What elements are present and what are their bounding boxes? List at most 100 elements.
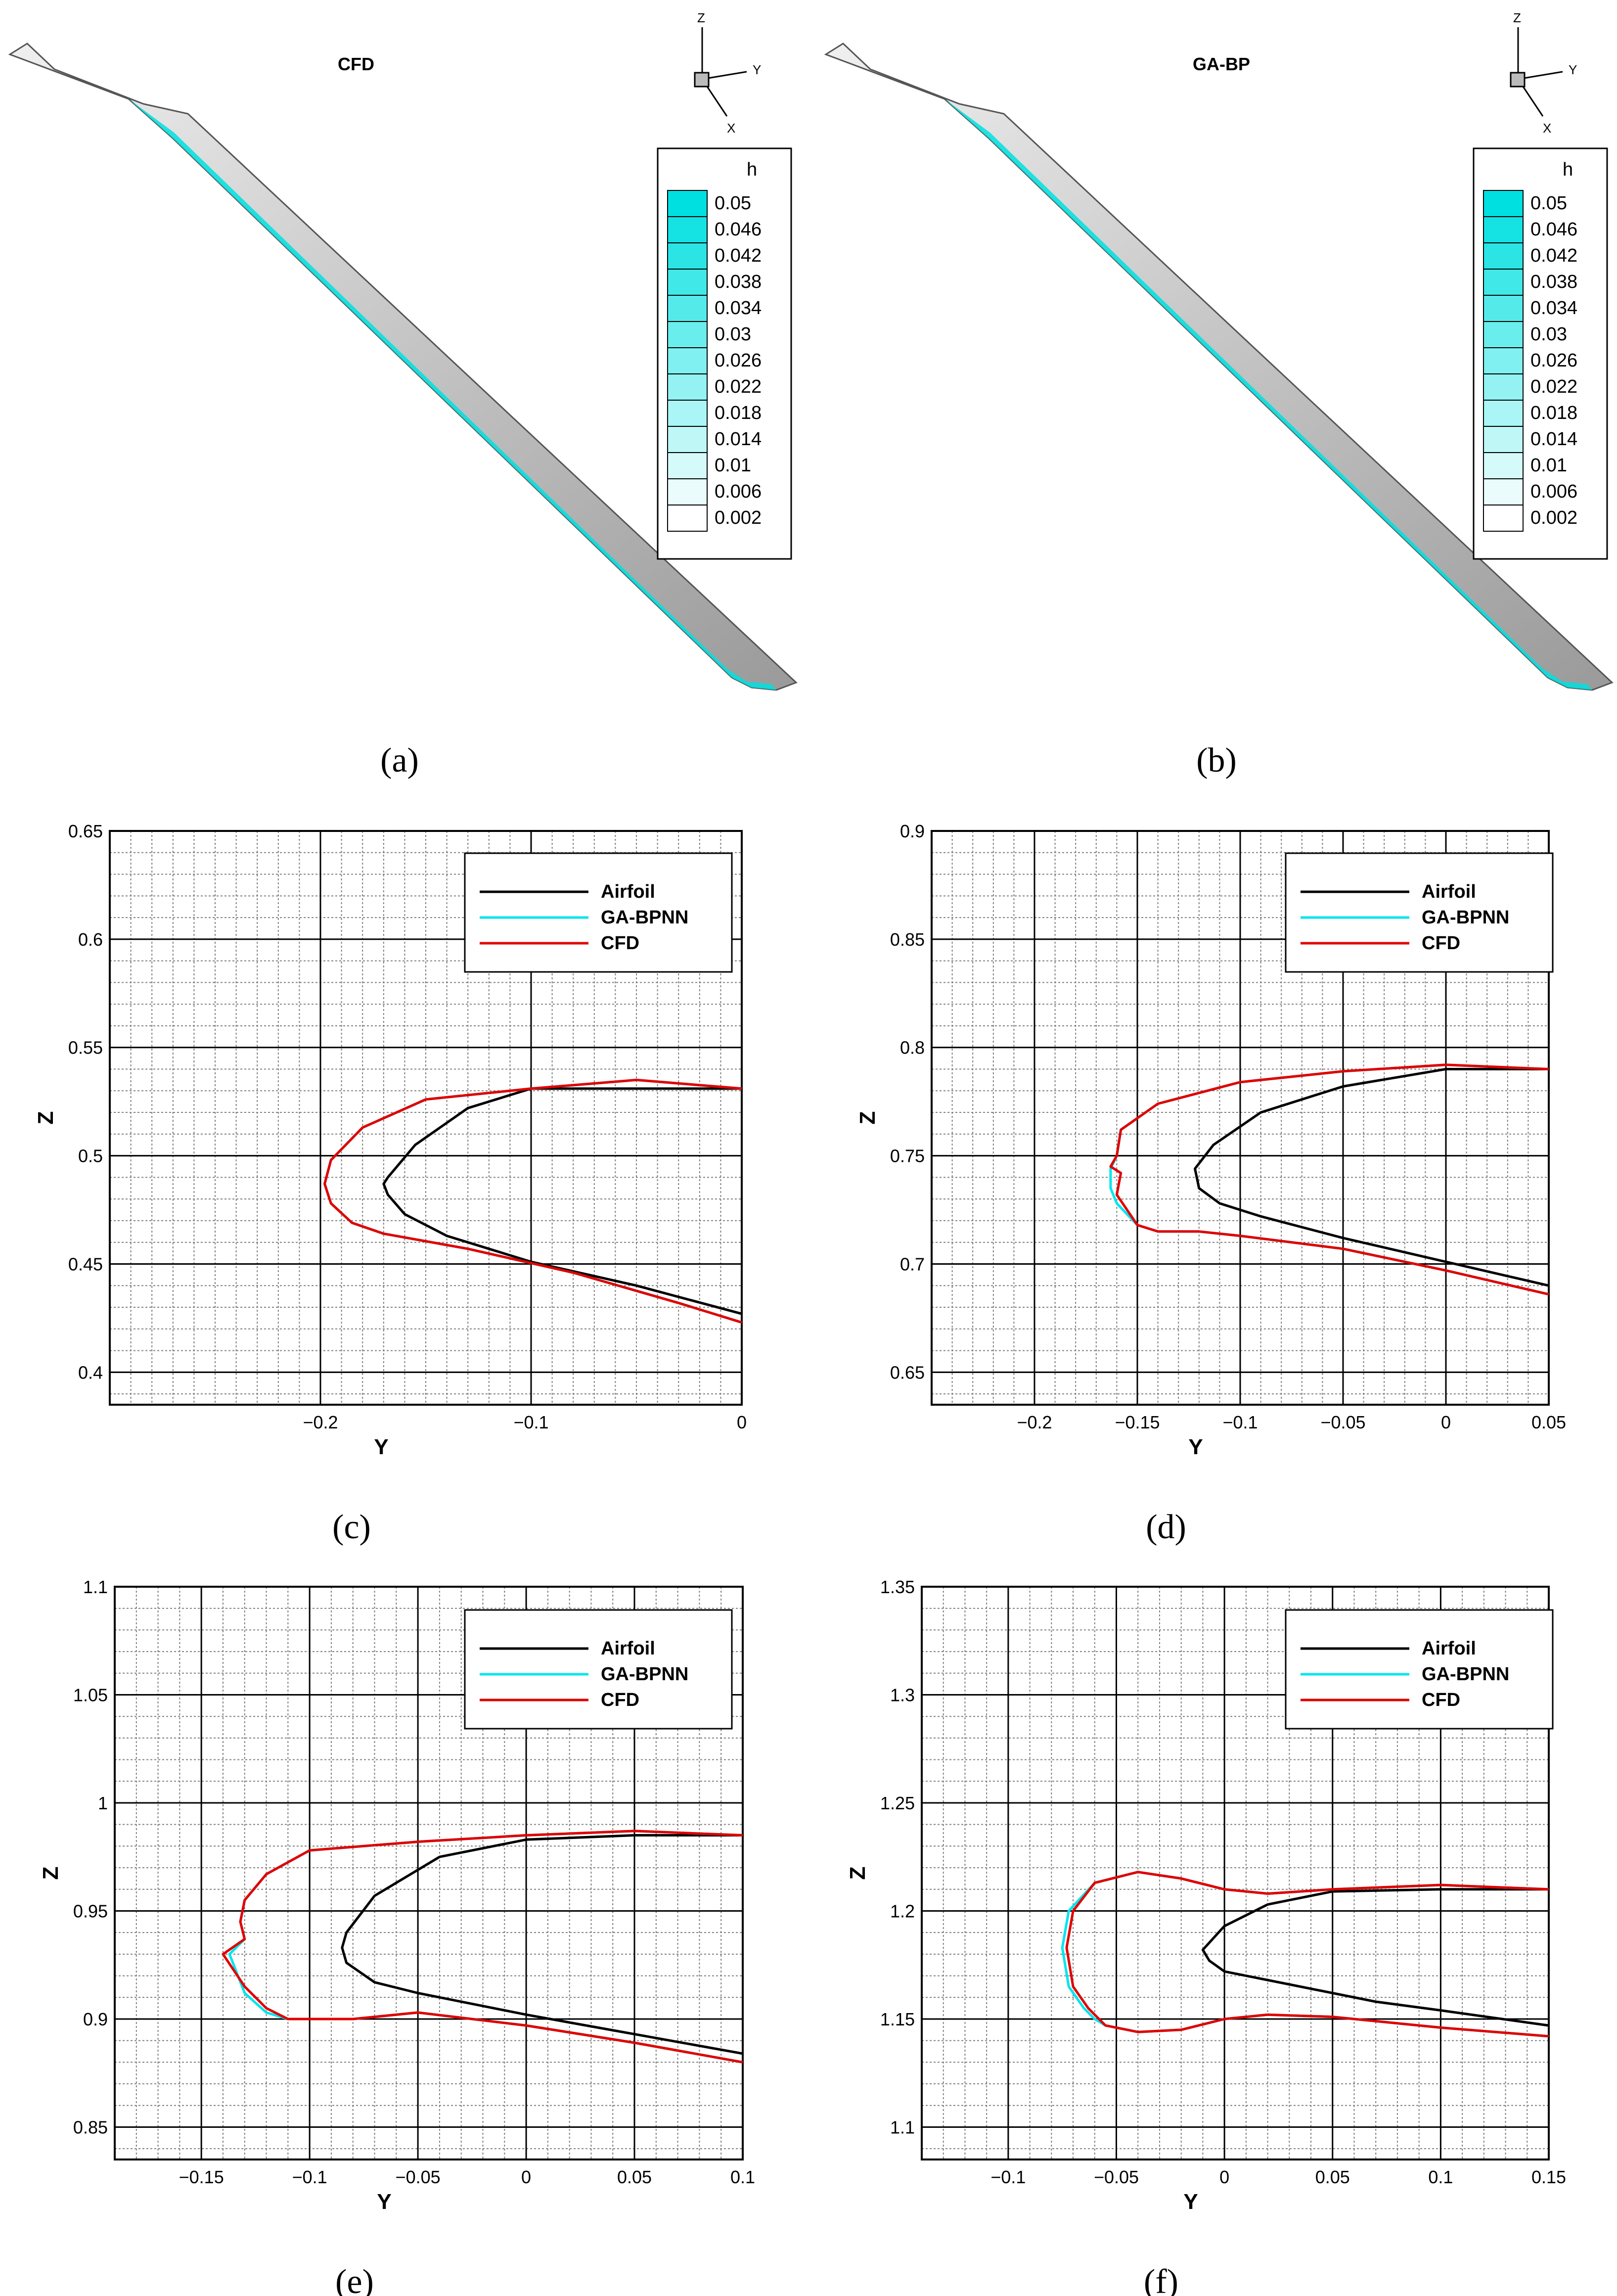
colorbar-swatch [1483,347,1524,374]
colorbar-level-label: 0.026 [715,350,762,371]
colorbar-swatch [667,321,708,348]
legend-label: Airfoil [601,1638,655,1659]
series-line-cfd [323,1078,742,1324]
x-tick-label: 0.1 [1428,2167,1453,2187]
colorbar-title: h [747,159,757,180]
colorbar-swatch [1483,295,1524,322]
series-line-cfd [222,1830,743,2064]
x-tick-label: 0 [1219,2167,1229,2187]
colorbar-swatch [1483,373,1524,401]
colorbar-level-label: 0.018 [715,403,762,423]
y-tick-label: 0.65 [890,1362,925,1382]
colorbar-swatch [667,190,708,217]
colorbar-level-label: 0.046 [1530,219,1577,240]
colorbar-level-label: 0.038 [1530,272,1577,292]
colorbar-swatch [1483,426,1524,453]
colorbar-swatch [667,295,708,322]
plot-frame [931,830,1550,1406]
colorbar-swatch [1483,505,1524,532]
colorbar-swatch [667,242,708,270]
y-tick-label: 0.95 [73,1901,108,1921]
y-tick-label: 1.2 [890,1901,915,1921]
colorbar-level-label: 0.042 [715,245,762,266]
x-tick-label: 0.05 [617,2167,652,2187]
blade-ice-edge [129,99,776,690]
colorbar-swatch [1483,321,1524,348]
x-tick-label: 0.05 [1531,1412,1566,1432]
colorbar-level-label: 0.002 [715,507,762,528]
y-axis-title: Z [855,1111,880,1125]
legend-box [464,852,733,973]
colorbar-level-label: 0.034 [1530,298,1577,319]
y-tick-label: 0.75 [890,1146,925,1166]
x-tick-label: 0.15 [1531,2167,1566,2187]
colorbar-level-label: 0.034 [715,298,762,319]
x-axis-title: Y [1183,2190,1198,2214]
y-axis-title: Z [34,1111,58,1125]
x-tick-label: 0.05 [1315,2167,1350,2187]
series-line-airfoil [341,1834,743,2055]
colorbar-swatch [667,478,708,505]
x-tick-label: −0.1 [1222,1412,1258,1432]
legend-label: GA-BPNN [1422,1664,1509,1685]
colorbar: h 0.05 0.046 0.042 0.038 0.034 0.03 0.026 0.022… [657,147,792,560]
axis-z-label: Z [1513,10,1521,25]
series-line-ga-bpnn [228,1830,743,2064]
legend: Airfoil GA-BPNN CFD [464,1609,733,1730]
axis-z-label: Z [697,10,705,25]
colorbar-swatch [1483,269,1524,296]
panel-label: (d) [1146,1508,1186,1546]
panel-label: (e) [335,2263,374,2296]
colorbar-level-label: 0.022 [715,376,762,397]
colorbar-swatch [667,505,708,532]
series-line-cfd [1065,1871,1549,2038]
y-tick-label: 0.8 [900,1038,925,1058]
plot-frame [114,1586,744,2160]
legend-box [1285,852,1554,973]
y-axis-title: Z [846,1867,870,1880]
axis-triad: Z Y X [694,10,761,136]
legend: Airfoil GA-BPNN CFD [1285,1609,1554,1730]
y-tick-label: 0.65 [68,821,103,841]
chart-panel-e: −0.15 −0.1 −0.05 0 0.05 0.1 0.85 0.9 0.95 1 1.05 1.… [39,1577,755,2296]
legend-label: CFD [601,933,639,954]
colorbar-level-label: 0.026 [1530,350,1577,371]
x-tick-label: −0.1 [292,2167,327,2187]
y-tick-label: 1.25 [880,1793,915,1813]
colorbar-level-label: 0.01 [715,455,751,476]
legend-label: CFD [601,1690,639,1710]
plot-frame [109,830,743,1406]
legend: Airfoil GA-BPNN CFD [464,852,733,973]
legend-label: Airfoil [1422,1638,1476,1659]
x-tick-label: −0.15 [179,2167,224,2187]
colorbar-level-label: 0.014 [715,429,762,450]
y-tick-label: 1.1 [890,2117,915,2137]
colorbar-swatch [667,452,708,479]
colorbar-level-label: 0.05 [1530,193,1567,214]
chart-panel-d: −0.2 −0.15 −0.1 −0.05 0 0.05 0.65 0.7 0.75 0.8 0.8… [855,821,1566,1546]
y-tick-label: 0.7 [900,1254,925,1274]
series-line-airfoil [382,1087,742,1315]
colorbar-level-label: 0.042 [1530,245,1577,266]
axis-x-label: X [727,121,735,136]
chart-panel-f: −0.1 −0.05 0 0.05 0.1 0.15 1.1 1.15 1.2 1.25 1.3 1.… [846,1577,1566,2296]
colorbar: h 0.05 0.046 0.042 0.038 0.034 0.03 0.026 0.022… [1473,147,1608,560]
x-tick-label: −0.15 [1115,1412,1160,1432]
colorbar-swatch [1483,190,1524,217]
colorbar-level-label: 0.002 [1530,507,1577,528]
colorbar-level-label: 0.03 [715,324,751,345]
colorbar-level-label: 0.006 [1530,481,1577,502]
y-tick-label: 0.4 [78,1362,103,1382]
colorbar-swatch [667,216,708,243]
y-axis-title: Z [39,1867,63,1880]
x-tick-label: −0.1 [513,1412,548,1432]
legend-box [464,1609,733,1730]
colorbar-swatch [1483,216,1524,243]
y-tick-label: 0.9 [83,2009,108,2029]
colorbar-swatch [667,426,708,453]
y-tick-label: 1.1 [83,1577,108,1597]
x-tick-label: −0.05 [396,2167,441,2187]
y-tick-label: 0.6 [78,929,103,950]
colorbar-level-label: 0.01 [1530,455,1567,476]
chart-panel-c: −0.2 −0.1 0 0.4 0.45 0.5 0.55 0.6 0.65 Y Z Airfoil G… [34,821,747,1546]
